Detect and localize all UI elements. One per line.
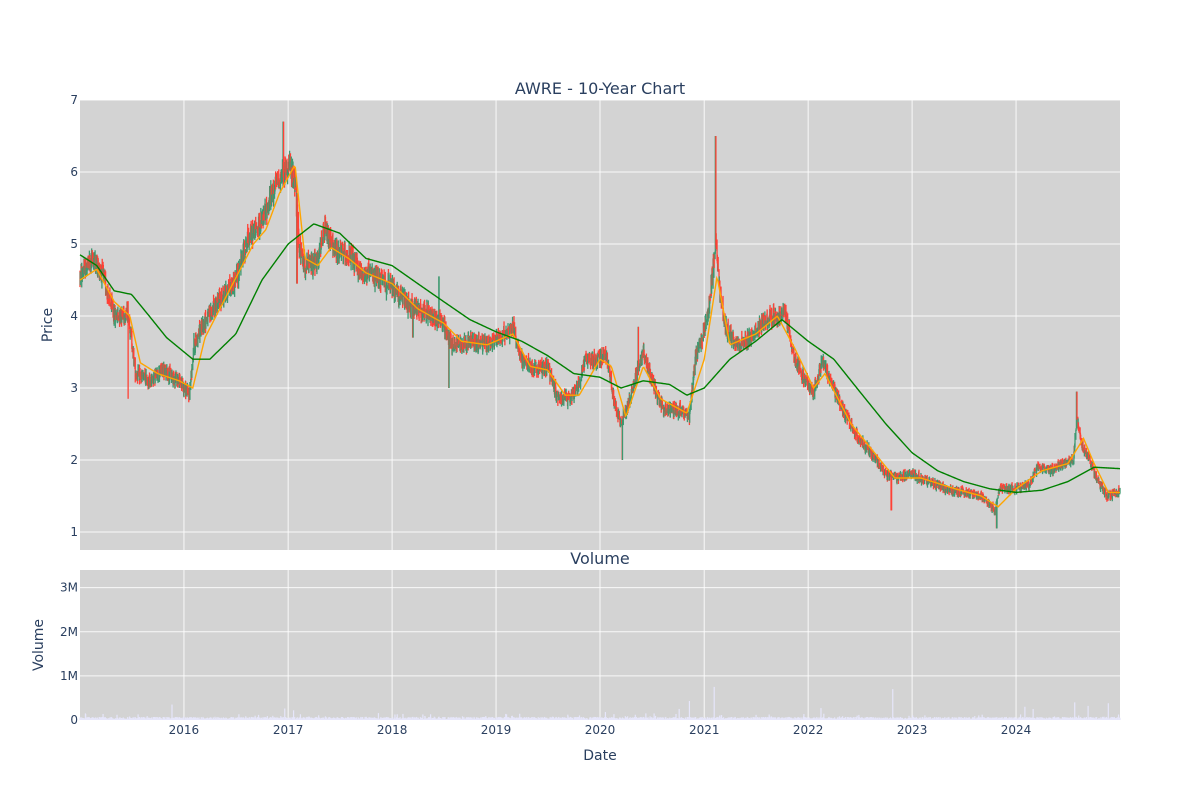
price-y-tick-labels: 1 2 3 4 5 6 7 (70, 93, 78, 539)
price-y-tick-label: 3 (70, 381, 78, 395)
chart-title: AWRE - 10-Year Chart (515, 79, 685, 98)
price-candlesticks (79, 121, 1121, 529)
price-y-axis-title: Price (40, 308, 56, 342)
price-y-tick-label: 4 (70, 309, 78, 323)
short-ma-path (79, 165, 1120, 508)
long-ma-path (79, 223, 1121, 494)
price-y-tick-label: 6 (70, 165, 78, 179)
volume-bars (79, 686, 1121, 720)
long-moving-average-line (79, 223, 1121, 494)
short-moving-average-line (79, 165, 1120, 508)
price-y-tick-label: 7 (70, 93, 78, 107)
price-y-tick-label: 1 (70, 525, 78, 539)
price-y-tick-label: 5 (70, 237, 78, 251)
price-y-tick-label: 2 (70, 453, 78, 467)
